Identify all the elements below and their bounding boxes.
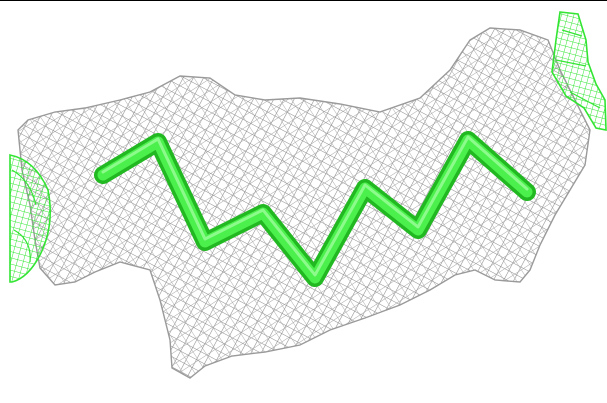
top-border-line bbox=[0, 0, 607, 1]
left-green-mesh bbox=[9, 154, 52, 283]
right-green-mesh bbox=[551, 11, 607, 131]
ligand-stick-model bbox=[94, 131, 536, 287]
